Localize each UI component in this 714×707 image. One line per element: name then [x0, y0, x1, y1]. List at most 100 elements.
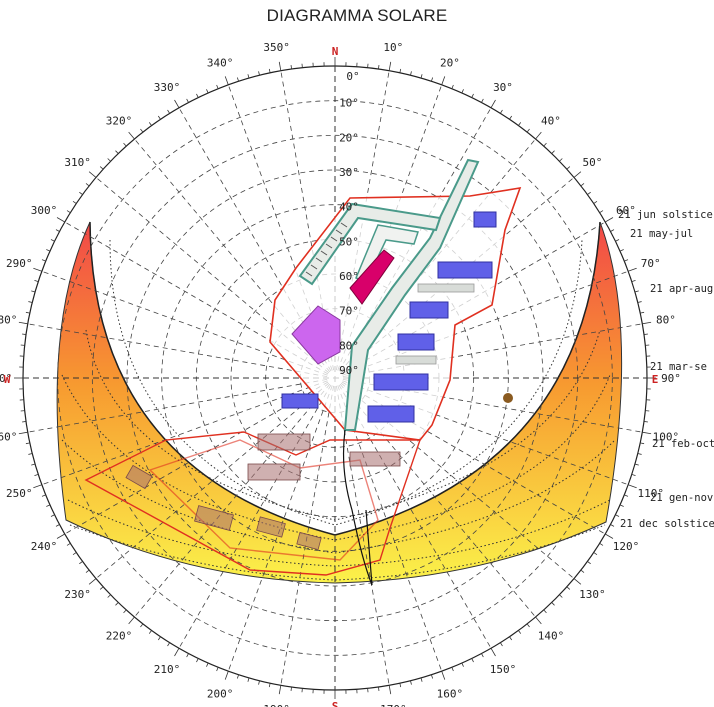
- dial-tick: [593, 552, 598, 556]
- dial-tick: [186, 98, 189, 103]
- dial-tick: [34, 474, 39, 477]
- dial-tick: [580, 183, 585, 187]
- azimuth-label: 20°: [440, 56, 460, 69]
- dial-tick: [148, 122, 152, 126]
- dial-tick: [441, 76, 446, 85]
- dial-tick: [615, 514, 620, 517]
- dial-tick: [526, 623, 530, 628]
- dial-tick: [543, 609, 547, 614]
- altitude-label: 50°: [339, 235, 359, 248]
- cardinal-west: W: [4, 373, 11, 386]
- dial-tick: [378, 65, 380, 70]
- dial-tick: [441, 671, 446, 680]
- sun-path-label: 21 apr-aug: [650, 283, 713, 295]
- dial-tick: [236, 77, 239, 82]
- sun-path-label: 21 gen-nov: [650, 492, 713, 504]
- dial-tick: [18, 431, 28, 435]
- dial-tick: [490, 99, 496, 109]
- dial-tick: [628, 484, 637, 489]
- cardinal-south: S: [332, 700, 339, 707]
- dial-tick: [66, 210, 71, 214]
- azimuth-label: 60°: [616, 204, 636, 217]
- site-plan-upper: [269, 158, 522, 441]
- dial-tick: [642, 321, 652, 325]
- dial-tick: [543, 142, 547, 147]
- dial-tick: [115, 150, 119, 154]
- dial-tick: [247, 74, 250, 79]
- azimuth-label: 350°: [263, 41, 290, 54]
- dial-tick: [388, 685, 392, 695]
- sun-path-label: 21 jun solstice: [618, 209, 713, 221]
- dial-tick: [186, 653, 189, 658]
- dial-tick: [206, 89, 209, 94]
- dial-tick: [535, 131, 542, 140]
- altitude-label: 20°: [339, 131, 359, 144]
- dial-tick: [566, 586, 571, 590]
- dial-tick: [451, 667, 454, 672]
- dial-tick: [604, 533, 614, 539]
- azimuth-label: 280°: [0, 314, 17, 327]
- dial-tick: [33, 267, 42, 272]
- dial-tick: [399, 683, 402, 688]
- dial-tick: [148, 630, 152, 634]
- dial-tick: [33, 484, 42, 489]
- dial-tick: [451, 84, 454, 89]
- dial-tick: [88, 578, 97, 585]
- azimuth-label: 0°: [346, 70, 359, 83]
- dial-tick: [580, 569, 585, 573]
- azimuth-label: 320°: [106, 115, 133, 128]
- altitude-label: 30°: [339, 166, 359, 179]
- dial-tick: [72, 552, 77, 556]
- dial-tick: [140, 128, 144, 133]
- band-inner-edge: [89, 221, 601, 536]
- dial-tick: [634, 463, 639, 466]
- azimuth-label: 90°: [661, 372, 681, 385]
- sun-path-label: 21 feb-oct: [652, 438, 714, 450]
- dial-tick: [481, 653, 484, 658]
- azimuth-label: 160°: [437, 688, 464, 701]
- dial-tick: [206, 662, 209, 667]
- dial-tick: [640, 442, 645, 445]
- azimuth-label: 100°: [653, 430, 680, 443]
- dial-tick: [551, 150, 555, 154]
- dial-tick: [615, 239, 620, 242]
- azimuth-label: 200°: [207, 688, 234, 701]
- dial-tick: [631, 474, 636, 477]
- dial-tick: [535, 616, 542, 625]
- azimuth-label: 10°: [383, 41, 403, 54]
- azimuth-label: 150°: [490, 663, 517, 676]
- dial-tick: [174, 647, 180, 657]
- site-buildings-lower: [125, 433, 401, 551]
- dial-tick: [224, 76, 229, 85]
- azimuth-label: 50°: [582, 156, 602, 169]
- dial-tick: [85, 183, 90, 187]
- altitude-label: 90°: [339, 364, 359, 377]
- azimuth-label: 220°: [106, 629, 133, 642]
- dial-tick: [643, 333, 648, 335]
- azimuth-label: 290°: [6, 257, 33, 270]
- altitude-label: 10°: [339, 97, 359, 110]
- dial-tick: [25, 442, 30, 445]
- dial-tick: [431, 77, 434, 82]
- dial-tick: [34, 279, 39, 282]
- dial-tick: [619, 249, 624, 252]
- dial-tick: [461, 89, 464, 94]
- azimuth-label: 210°: [154, 663, 181, 676]
- dial-tick: [481, 98, 484, 103]
- dial-tick: [388, 61, 392, 71]
- dial-tick: [471, 93, 474, 98]
- dial-tick: [573, 171, 582, 178]
- dial-tick: [31, 463, 36, 466]
- dial-tick: [268, 68, 271, 73]
- dial-tick: [637, 453, 642, 455]
- cardinal-north: N: [332, 45, 339, 58]
- dial-tick: [490, 647, 496, 657]
- dial-tick: [247, 677, 250, 682]
- dial-tick: [593, 200, 598, 204]
- access-road: [342, 429, 373, 586]
- sun-marker: [503, 393, 513, 403]
- dial-tick: [599, 210, 604, 214]
- dial-tick: [431, 674, 434, 679]
- azimuth-label: 270°: [0, 372, 12, 385]
